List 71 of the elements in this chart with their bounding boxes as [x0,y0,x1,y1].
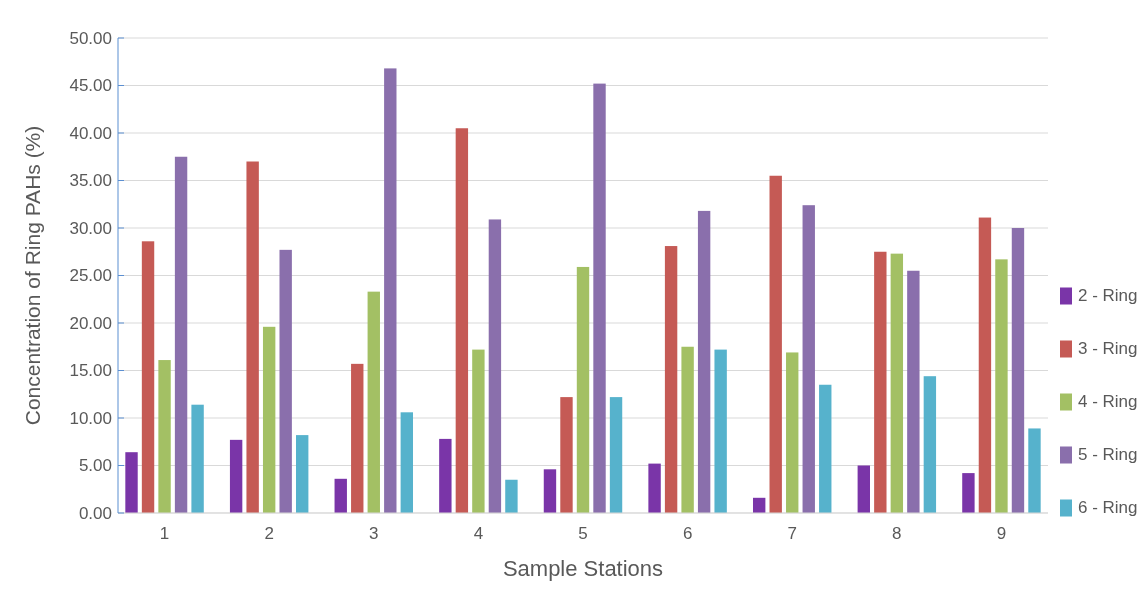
bar [593,83,606,513]
bar [907,270,920,513]
legend-label: 4 - Ring [1078,392,1138,412]
legend-label: 3 - Ring [1078,339,1138,359]
legend-label: 5 - Ring [1078,445,1138,465]
y-tick-label: 25.00 [69,266,112,286]
bar [769,175,782,513]
bar [246,161,259,513]
x-axis-title: Sample Stations [502,556,664,581]
bar [158,360,171,513]
bar [714,349,727,513]
y-tick-label: 40.00 [69,123,112,143]
y-tick-label: 50.00 [69,28,112,48]
x-tick-label: 5 [578,524,588,543]
bar [296,435,309,513]
legend-label: 6 - Ring [1078,498,1138,518]
y-tick-label: 30.00 [69,218,112,238]
bar [576,266,590,513]
bar [439,438,452,513]
x-tick-label: 4 [473,524,484,543]
bar [1028,428,1041,513]
bar [400,412,414,513]
x-tick-label: 7 [787,524,797,543]
bar [229,439,243,513]
y-tick-label: 0.00 [78,503,112,523]
bar [472,349,485,513]
bar [648,463,661,513]
x-tick-label: 9 [996,524,1007,543]
bar [141,241,155,513]
bar [384,68,397,513]
bar [609,397,623,513]
bar [351,363,364,513]
x-tick-label: 2 [264,524,274,543]
bar [962,473,975,513]
bar [488,219,502,513]
y-tick-label: 5.00 [78,456,112,476]
bar [874,251,887,513]
bar [786,352,799,513]
y-tick-label: 10.00 [69,408,112,428]
bar [174,156,188,513]
bar [560,397,573,513]
bar [191,404,204,513]
x-tick-label: 1 [159,524,170,543]
bar [505,479,518,513]
bar [367,291,380,513]
x-tick-label: 6 [682,524,693,543]
y-tick-label: 45.00 [69,76,112,96]
bar [890,253,904,513]
bar [455,128,469,513]
bar [262,326,276,513]
x-tick-label: 8 [892,524,902,543]
y-axis-title: Concentration of Ring PAHs (%) [21,125,44,426]
bar [978,217,992,513]
bar [923,376,937,513]
x-tick-label: 3 [369,524,379,543]
bar [125,452,138,513]
bar [802,205,815,513]
bar [279,249,292,513]
bar [681,346,694,513]
bar [857,465,870,513]
y-tick-label: 15.00 [69,361,112,381]
bar [995,259,1008,513]
bar [1011,228,1025,513]
bar [664,246,678,513]
y-tick-label: 35.00 [69,171,112,191]
bar [334,478,347,513]
bar [819,384,832,513]
bar [543,469,557,513]
bar [697,210,711,513]
legend-label: 2 - Ring [1078,286,1138,306]
y-tick-label: 20.00 [69,313,112,333]
